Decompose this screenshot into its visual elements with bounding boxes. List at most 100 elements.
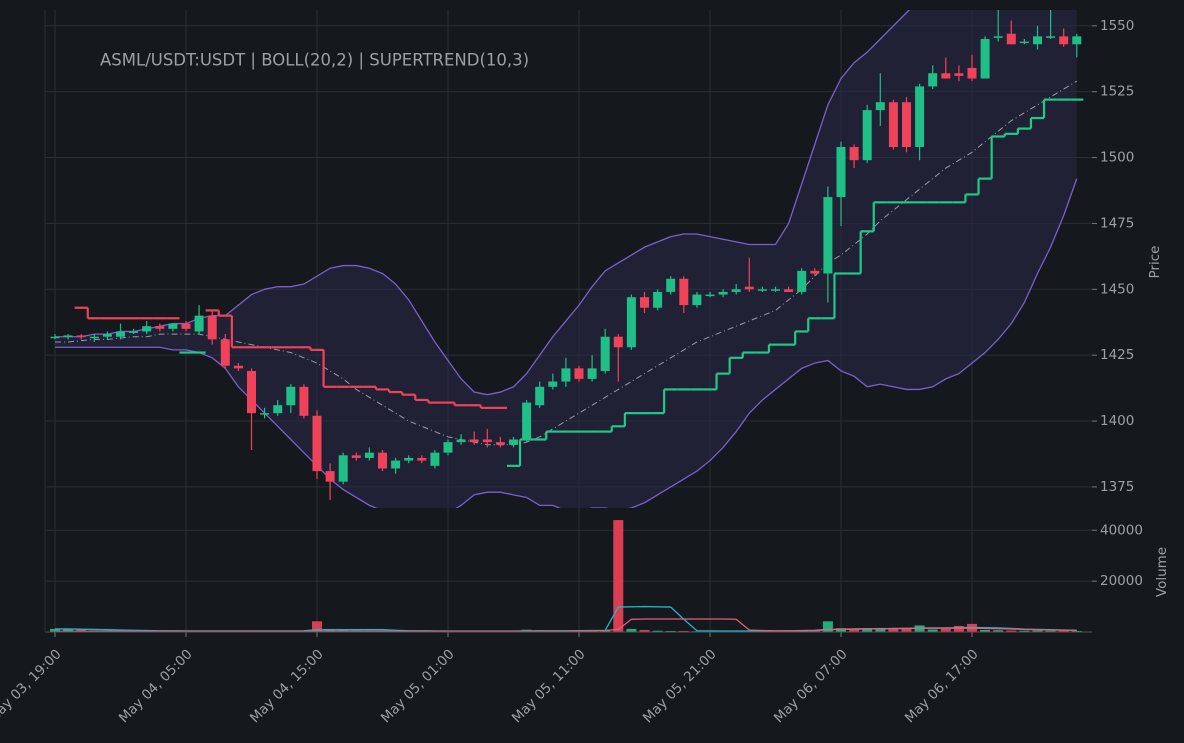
candle-body — [495, 442, 505, 445]
candle-body — [692, 294, 702, 306]
volume-bar — [1058, 630, 1069, 632]
candle-body — [443, 442, 453, 453]
y-tick-label: 1425 — [1100, 347, 1134, 363]
candle-body — [862, 110, 872, 161]
volume-bar — [862, 628, 873, 632]
candle-body — [915, 86, 925, 148]
candle-body — [378, 452, 387, 469]
volume-bar — [1045, 630, 1056, 632]
candle-body — [666, 278, 676, 292]
candle-body — [102, 334, 112, 337]
candle-body — [50, 336, 60, 339]
candle-body — [456, 439, 466, 443]
candle-body — [587, 368, 597, 379]
candle-body — [155, 326, 165, 329]
volume-bar — [993, 630, 1004, 632]
volume-bar — [1006, 630, 1017, 632]
candle-body — [941, 73, 951, 79]
candle-body — [364, 452, 374, 458]
candle-body — [1046, 36, 1056, 38]
y-tick-label: 1550 — [1100, 18, 1134, 34]
chart-title: ASML/USDT:USDT | BOLL(20,2) | SUPERTREND… — [100, 51, 529, 70]
candle-body — [705, 294, 715, 297]
candle-body — [640, 297, 649, 308]
candle-body — [535, 386, 545, 406]
candle-body — [404, 457, 414, 461]
x-tick-label: May 03, 19:00 — [0, 646, 65, 726]
candle-body — [181, 323, 191, 329]
candle-body — [626, 297, 636, 348]
y-tick-label: 1450 — [1100, 281, 1134, 297]
x-tick-label: May 05, 21:00 — [640, 646, 720, 726]
volume-line — [55, 605, 1077, 632]
candle-body — [260, 413, 270, 415]
candle-body — [247, 370, 256, 414]
volume-bar — [901, 628, 912, 632]
volume-bar — [953, 625, 964, 632]
candle-body — [76, 335, 86, 337]
y-tick-label: 1375 — [1100, 479, 1134, 495]
candle-body — [797, 270, 807, 292]
x-tick-label: May 06, 17:00 — [902, 646, 982, 726]
band-fill — [55, 10, 1077, 508]
candle-body — [129, 331, 139, 333]
candle-body — [744, 286, 754, 290]
candle-body — [888, 102, 898, 148]
volume-bar — [50, 628, 60, 632]
candle-body — [836, 147, 846, 198]
volume-bar — [888, 628, 899, 632]
y2-axis-label: Volume — [1154, 547, 1170, 597]
candle-body — [653, 291, 663, 308]
candle-body — [757, 289, 767, 291]
candle-body — [954, 73, 964, 76]
candle-body — [89, 336, 99, 339]
candle-body — [116, 331, 125, 337]
y-tick-label: 1525 — [1100, 84, 1134, 100]
price-panel — [50, 10, 1084, 508]
candle-body — [902, 102, 911, 148]
volume-bar — [639, 629, 650, 632]
candle-body — [220, 339, 230, 366]
volume-bar — [980, 629, 991, 632]
y-axis-label: Price — [1147, 246, 1163, 279]
candle-body — [784, 289, 794, 292]
candle-body — [1019, 41, 1029, 44]
candle-body — [1006, 33, 1016, 45]
candle-body — [63, 335, 73, 337]
volume-panel — [50, 520, 1082, 632]
candle-body — [417, 457, 427, 461]
candle-body — [1072, 36, 1082, 45]
volume-bar — [849, 628, 860, 632]
y-tick-label: 1500 — [1100, 150, 1134, 166]
candle-body — [338, 455, 348, 482]
volume-line — [55, 618, 1077, 632]
volume-bar — [665, 630, 676, 632]
candle-body — [561, 368, 571, 382]
candle-body — [325, 471, 335, 482]
candle-body — [312, 415, 322, 472]
volume-bar — [940, 628, 951, 632]
volume-bar — [626, 628, 637, 632]
candle-body — [509, 439, 518, 445]
y2-tick-label: 20000 — [1100, 573, 1143, 589]
x-tick-label: May 05, 01:00 — [378, 646, 458, 726]
candle-body — [273, 405, 283, 414]
candle-body — [522, 402, 532, 440]
candle-body — [731, 289, 741, 292]
candle-body — [613, 336, 623, 348]
x-tick-label: May 04, 05:00 — [116, 646, 196, 726]
volume-bar — [822, 621, 833, 632]
volume-bar — [652, 630, 663, 632]
candle-body — [391, 460, 401, 469]
candle-body — [928, 73, 938, 87]
volume-bar — [1019, 630, 1030, 632]
candle-body — [351, 455, 361, 458]
candle-body — [1033, 36, 1042, 45]
candle-body — [430, 452, 440, 466]
candle-body — [286, 386, 296, 406]
candle-body — [718, 291, 728, 295]
candle-body — [548, 381, 558, 387]
candle-body — [823, 197, 833, 274]
volume-bar — [63, 628, 74, 632]
